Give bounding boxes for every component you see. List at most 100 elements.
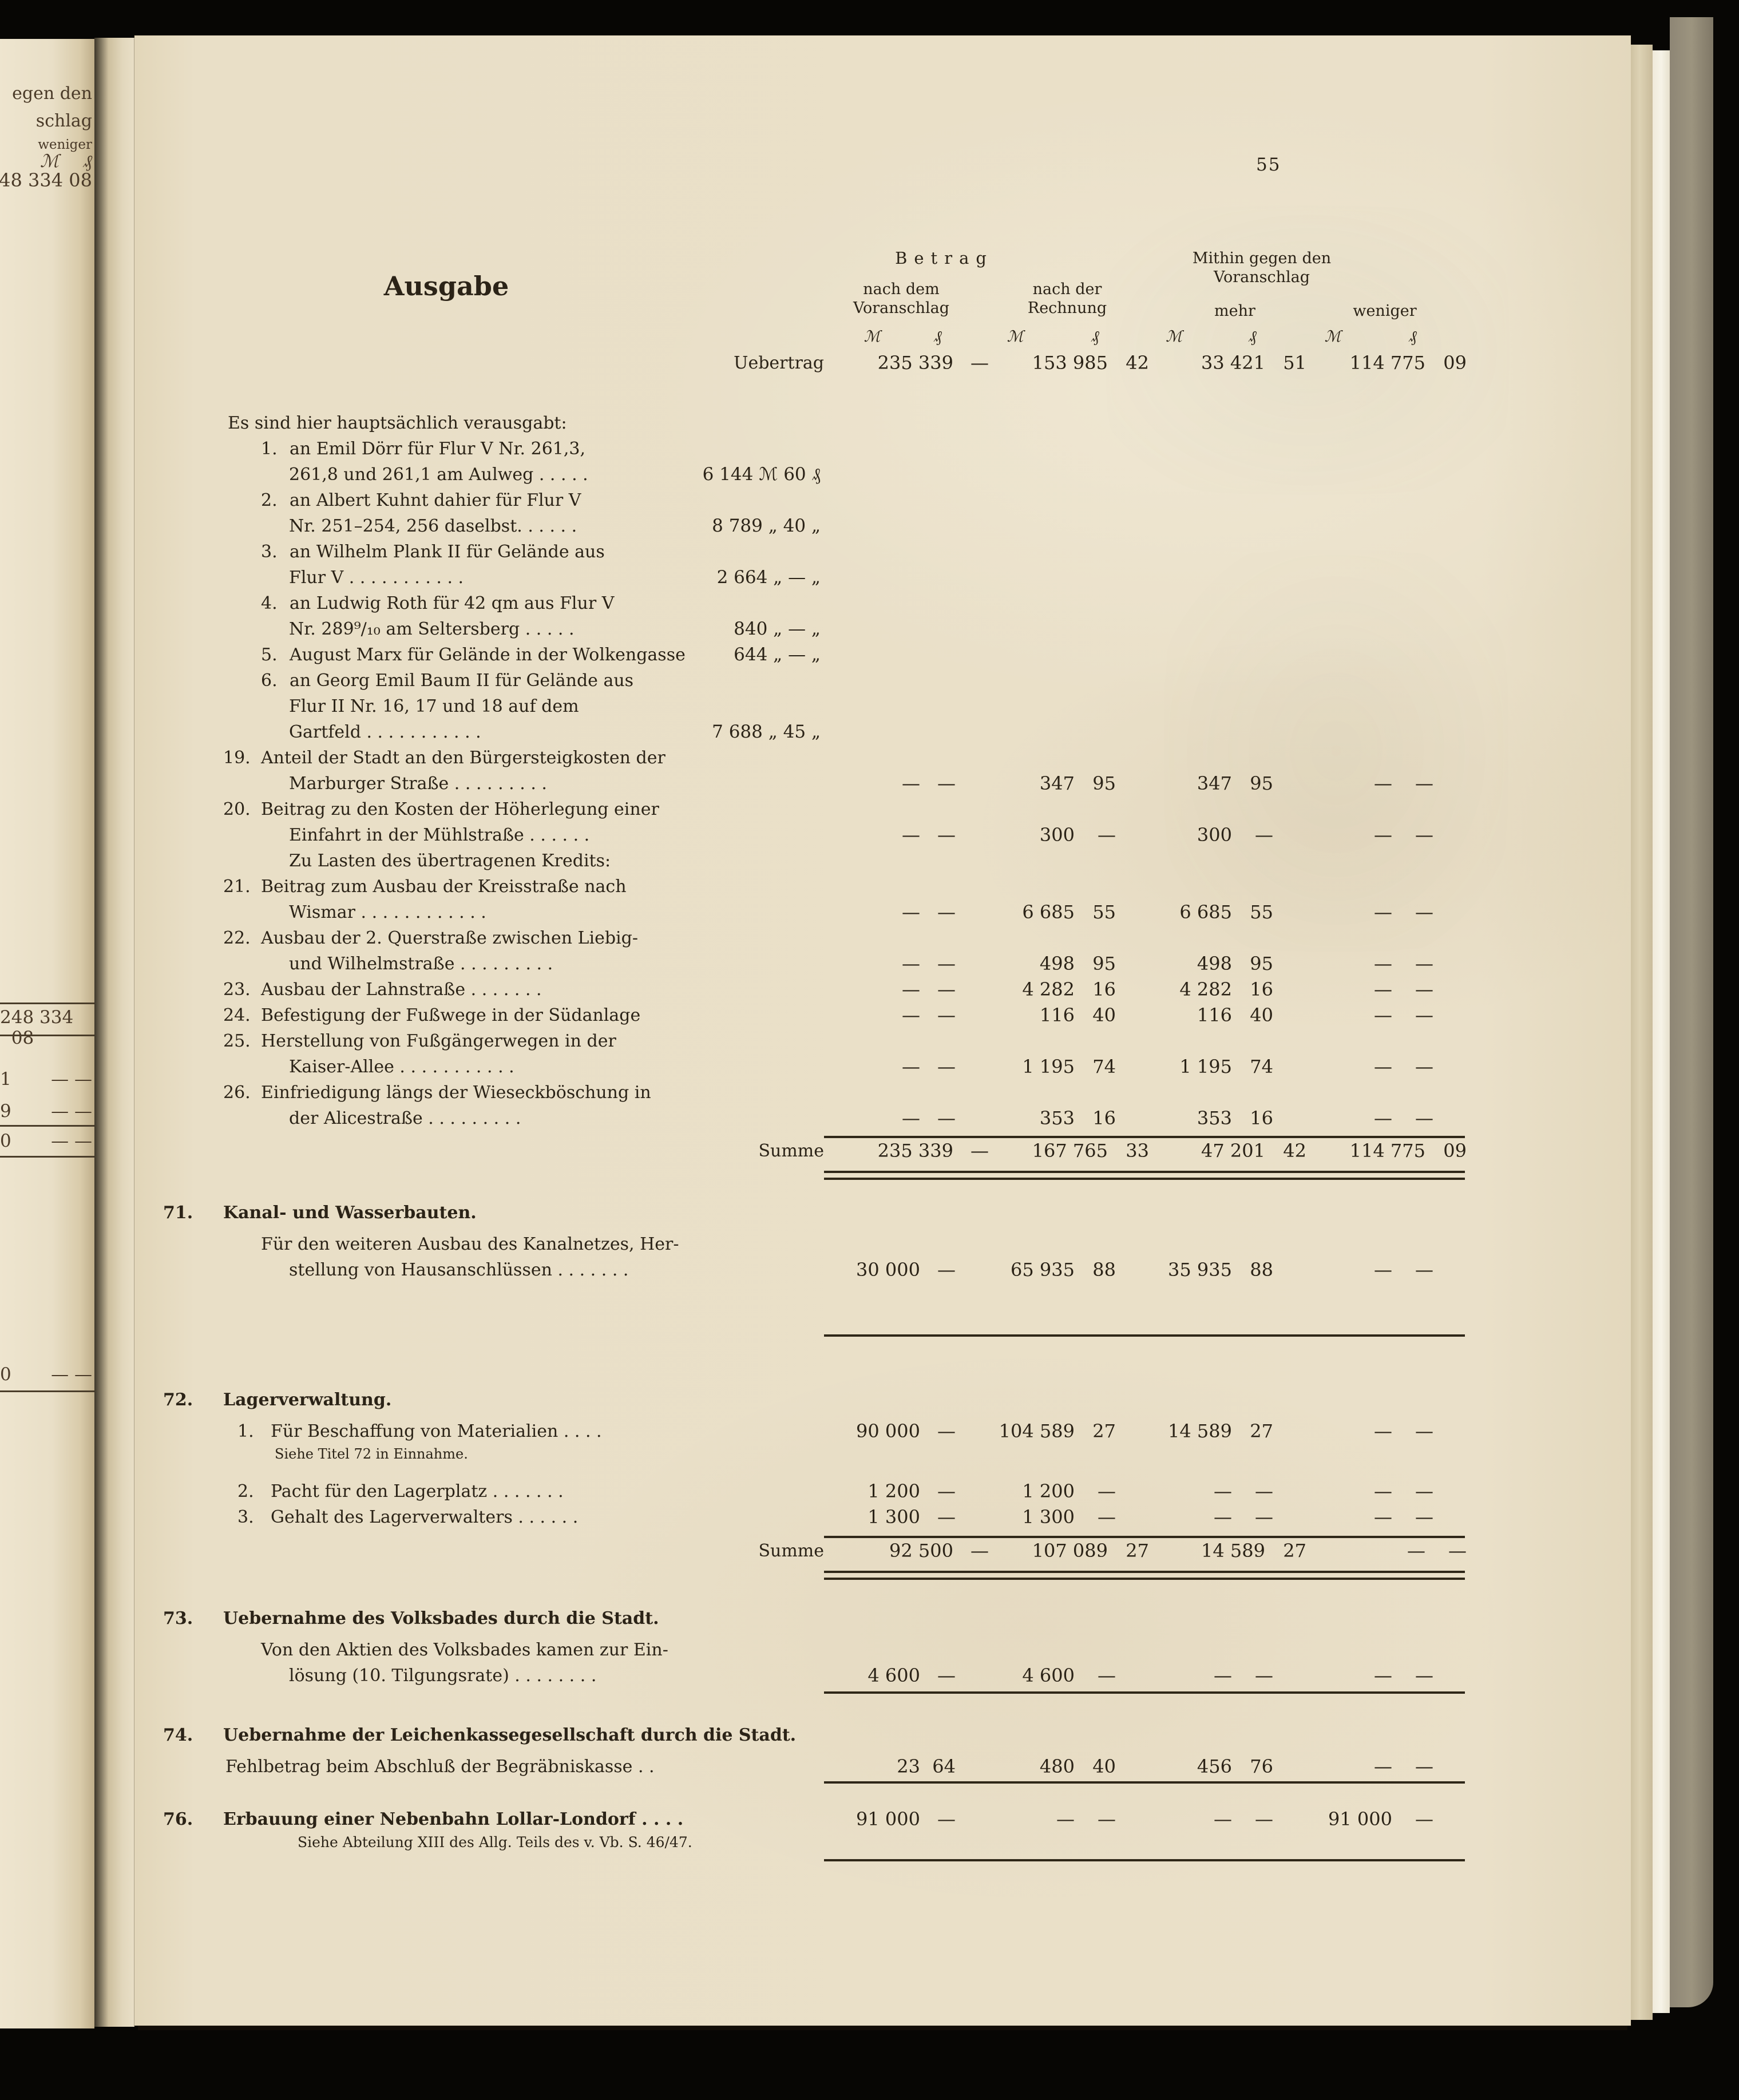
mark-symbol: ℳ bbox=[1324, 328, 1341, 346]
item-text: Ausbau der 2. Querstraße zwischen Liebig… bbox=[261, 928, 638, 948]
amount-cell: 1 300— bbox=[1022, 1506, 1116, 1528]
mark-symbol: ℳ bbox=[40, 151, 60, 172]
item-number: 5. bbox=[261, 645, 278, 665]
item-text: Fehlbetrag beim Abschluß der Begräbniska… bbox=[225, 1757, 655, 1777]
sub-amount: 8 789 „ 40 „ bbox=[712, 516, 821, 536]
section-number: 72. bbox=[163, 1390, 193, 1410]
item-text: lösung (10. Tilgungsrate) . . . . . . . … bbox=[289, 1666, 597, 1686]
left-fragment-row: 9 — — bbox=[0, 1101, 92, 1122]
rule bbox=[0, 1156, 94, 1158]
item-number: 20. bbox=[223, 799, 251, 819]
table-row: 20. Beitrag zu den Kosten der Höherlegung… bbox=[223, 797, 1556, 848]
previous-page-edge: egen den schlag weniger ℳ ₰ 48 334 08 2 48… bbox=[0, 39, 94, 2028]
intro-line: Es sind hier hauptsächlich verausgabt: bbox=[228, 413, 567, 433]
table-row: 22. Ausbau der 2. Querstraße zwischen Lie… bbox=[223, 925, 1556, 977]
amount-cell: 92 500— bbox=[889, 1540, 989, 1562]
item-text: Pacht für den Lagerplatz . . . . . . . bbox=[271, 1481, 564, 1501]
amount-cell: — — bbox=[1374, 1480, 1433, 1502]
table-row: 21. Beitrag zum Ausbau der Kreisstraße na… bbox=[223, 874, 1556, 925]
amount-cell: — — bbox=[902, 772, 956, 794]
left-fragment-row: 1 — — bbox=[0, 1069, 92, 1089]
amount-cell: — — bbox=[1214, 1506, 1273, 1528]
footnote: Siehe Titel 72 in Einnahme. bbox=[275, 1446, 468, 1462]
amount-cell: 30 000— bbox=[856, 1259, 956, 1281]
item-text: Beitrag zum Ausbau der Kreisstraße nach bbox=[261, 877, 627, 897]
item-number: 6. bbox=[261, 671, 278, 691]
double-rule bbox=[824, 1171, 1465, 1180]
item-text: Gartfeld . . . . . . . . . . . bbox=[289, 722, 481, 742]
amount-cell: — — bbox=[1374, 1107, 1433, 1129]
table-row: 5. August Marx für Gelände in der Wolkeng… bbox=[223, 642, 1556, 668]
item-text: August Marx für Gelände in der Wolkengas… bbox=[290, 645, 686, 665]
table-row: 24. Befestigung der Fußwege in der Südanl… bbox=[223, 1003, 1556, 1028]
mark-symbol: ℳ bbox=[1166, 328, 1182, 346]
amount-cell: 456 76 bbox=[1197, 1756, 1273, 1777]
item-number: 22. bbox=[223, 928, 251, 948]
amount-cell: 65 935 88 bbox=[1011, 1259, 1116, 1281]
amount-cell: 1 300— bbox=[867, 1506, 956, 1528]
section-title: Erbauung einer Nebenbahn Lollar-Londorf … bbox=[223, 1809, 684, 1829]
left-fragment-weniger: weniger bbox=[38, 137, 92, 152]
amount-cell: — — bbox=[902, 901, 956, 923]
amount-cell: — — bbox=[1214, 1480, 1273, 1502]
sub-heading: Zu Lasten des übertragenen Kredits: bbox=[289, 851, 611, 871]
amount-cell: — — bbox=[1374, 953, 1433, 974]
book-cover-edge bbox=[1670, 17, 1713, 2007]
item-text: 261,8 und 261,1 am Aulweg . . . . . bbox=[289, 465, 588, 485]
item-text: Kaiser-Allee . . . . . . . . . . . bbox=[289, 1057, 514, 1077]
mark-symbol: ℳ bbox=[863, 328, 881, 346]
section-title: Kanal- und Wasserbauten. bbox=[223, 1203, 477, 1223]
item-number: 1. bbox=[261, 439, 278, 459]
left-dashes: — — bbox=[51, 1101, 92, 1122]
amount-cell: 1 195 74 bbox=[1022, 1056, 1116, 1077]
left-digit: 2 bbox=[0, 1007, 11, 1028]
amount-cell: 35 935 88 bbox=[1168, 1259, 1273, 1281]
item-text: Herstellung von Fußgängerwegen in der bbox=[261, 1031, 616, 1051]
amount-cell: — — bbox=[1374, 1056, 1433, 1077]
amount-cell: 498 95 bbox=[1039, 953, 1116, 974]
rule bbox=[824, 1859, 1465, 1861]
pfennig-symbol: ₰ bbox=[1409, 328, 1417, 346]
item-number: 26. bbox=[223, 1083, 251, 1103]
summe-label: Summe bbox=[758, 1141, 824, 1161]
item-text: Für den weiteren Ausbau des Kanalnetzes,… bbox=[261, 1234, 679, 1254]
sub-amount: 2 664 „ — „ bbox=[716, 567, 821, 588]
column-header-voranschlag: nach dem Voranschlag bbox=[853, 280, 950, 317]
table-row: 2. an Albert Kuhnt dahier für Flur V Nr. … bbox=[223, 488, 1556, 539]
section-heading: 71. Kanal- und Wasserbauten. bbox=[163, 1200, 1556, 1226]
item-number: 23. bbox=[223, 980, 251, 1000]
section-heading: 72. Lagerverwaltung. bbox=[163, 1387, 1556, 1413]
currency-symbol-row: ℳ ₰ ℳ ₰ ℳ ₰ ℳ ₰ bbox=[824, 328, 1433, 346]
amount-cell: 116 40 bbox=[1039, 1004, 1116, 1026]
amount-cell: 353 16 bbox=[1197, 1107, 1273, 1129]
item-number: 24. bbox=[223, 1005, 251, 1025]
mark-symbol: ℳ bbox=[1007, 328, 1024, 346]
item-text: Von den Aktien des Volksbades kamen zur … bbox=[261, 1640, 668, 1660]
rule bbox=[824, 1136, 1465, 1138]
section-number: 73. bbox=[163, 1608, 193, 1629]
item-number: 2. bbox=[237, 1481, 254, 1501]
item-text: Gehalt des Lagerverwalters . . . . . . bbox=[271, 1507, 579, 1527]
item-text: an Georg Emil Baum II für Gelände aus bbox=[290, 671, 634, 691]
amount-cell: — — bbox=[902, 1004, 956, 1026]
page-number: 55 bbox=[1256, 154, 1281, 175]
section-number: 74. bbox=[163, 1725, 193, 1745]
left-amount: 48 334 08 bbox=[11, 1007, 74, 1048]
amount-cell: 14 589 27 bbox=[1168, 1420, 1273, 1442]
amount-cell: — — bbox=[1374, 1756, 1433, 1777]
amount-cell: — — bbox=[902, 1107, 956, 1129]
table-row-uebertrag: Uebertrag 235 339— 153 985 42 33 421 51 11… bbox=[223, 350, 1556, 376]
table-row-summe: Summe 92 500— 107 089 27 14 589 27 — — bbox=[223, 1538, 1556, 1564]
item-text: an Wilhelm Plank II für Gelände aus bbox=[290, 542, 605, 562]
left-fragment-row: 2 48 334 08 bbox=[0, 1007, 92, 1048]
item-text: und Wilhelmstraße . . . . . . . . . bbox=[289, 954, 553, 974]
column-header-mithin: Mithin gegen den Voranschlag bbox=[1192, 249, 1332, 286]
rule bbox=[824, 1781, 1465, 1784]
table-row: 4. an Ludwig Roth für 42 qm aus Flur V Nr… bbox=[223, 591, 1556, 642]
item-text: Beitrag zu den Kosten der Höherlegung ei… bbox=[261, 799, 659, 819]
amount-cell: 4 600— bbox=[1022, 1665, 1116, 1686]
amount-cell: 47 201 42 bbox=[1201, 1140, 1306, 1162]
book-gutter bbox=[94, 38, 134, 2027]
table-row: Für den weiteren Ausbau des Kanalnetzes,… bbox=[223, 1231, 1556, 1283]
table-row: Von den Aktien des Volksbades kamen zur … bbox=[223, 1637, 1556, 1689]
